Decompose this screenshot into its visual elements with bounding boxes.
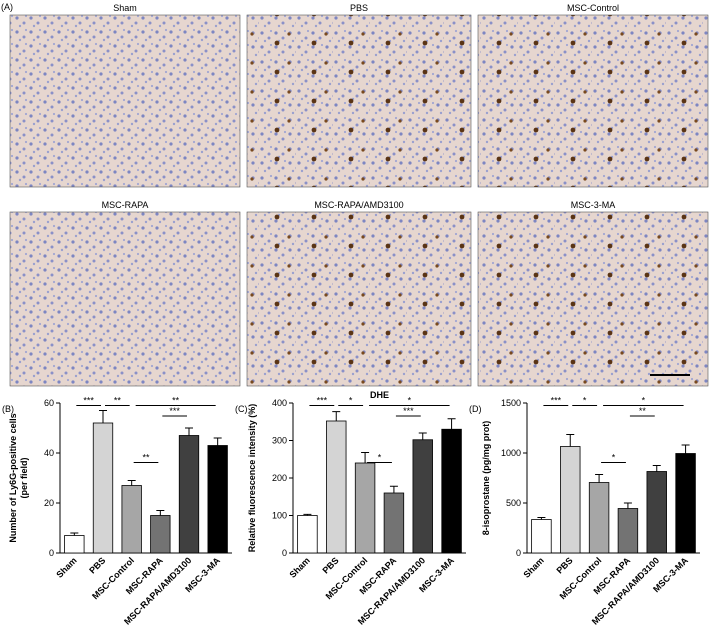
error-bar	[185, 427, 193, 436]
significance-label: *	[378, 453, 382, 463]
y-tick-label: 200	[272, 473, 287, 483]
significance-label: *	[408, 396, 412, 406]
bar	[560, 446, 581, 554]
y-tick-label: 1500	[501, 398, 521, 408]
x-tick-label: PBS	[555, 555, 575, 575]
micrograph	[246, 211, 472, 387]
charts: (B)Number of Ly6G-positive cells (per fie…	[2, 390, 700, 627]
significance-label: *	[612, 453, 616, 463]
significance-label: *	[349, 396, 353, 406]
bar	[531, 519, 552, 554]
bar	[383, 492, 405, 554]
y-axis-label: 8-isoprostane (pg/mg prot)	[481, 421, 491, 536]
x-tick-label: Sham	[521, 555, 545, 579]
image-title: MSC-RAPA/AMD3100	[314, 200, 403, 210]
bar	[675, 453, 696, 554]
image-title: PBS	[350, 3, 368, 13]
y-tick-label: 0	[282, 548, 287, 558]
significance-label: **	[142, 453, 150, 463]
error-bar	[127, 480, 136, 486]
significance-label: **	[172, 396, 180, 406]
y-tick-label: 0	[49, 548, 54, 558]
significance-label: ***	[551, 396, 562, 406]
bar	[354, 462, 376, 554]
chart-title: DHE	[370, 390, 389, 400]
significance-label: **	[639, 406, 647, 416]
y-tick-label: 60	[44, 398, 54, 408]
bar	[617, 508, 639, 554]
x-tick-label: PBS	[321, 555, 341, 575]
error-bar	[652, 465, 661, 472]
error-bar	[99, 410, 107, 423]
bar	[297, 515, 318, 554]
micrograph	[9, 14, 241, 188]
bar	[92, 422, 114, 554]
significance-label: ***	[83, 396, 94, 406]
image-title: MSC-Control	[567, 3, 619, 13]
error-bar	[566, 434, 575, 447]
y-tick-label: 1000	[501, 448, 521, 458]
error-bar	[623, 502, 632, 509]
significance-label: *	[583, 396, 587, 406]
error-bar	[361, 452, 370, 463]
panel-label: (C)	[235, 404, 248, 414]
y-tick-label: 500	[506, 498, 521, 508]
error-bar	[595, 474, 604, 483]
image-grid: Sham PBS MSC-Control MSC-RAPA MSC-RAPA/AMD31…	[9, 3, 709, 387]
x-tick-label: Sham	[54, 555, 78, 579]
error-bar	[332, 411, 341, 421]
bar	[646, 471, 667, 554]
error-bar	[447, 418, 456, 430]
y-tick-label: 20	[44, 498, 54, 508]
bar	[64, 535, 85, 554]
significance-label: **	[114, 396, 122, 406]
bar	[326, 420, 347, 554]
panel-label: (D)	[469, 404, 482, 414]
significance-label: *	[642, 396, 646, 406]
error-bar	[537, 517, 546, 520]
bar	[588, 482, 610, 554]
bar	[207, 445, 228, 554]
y-tick-label: 100	[272, 511, 287, 521]
x-tick-label: PBS	[87, 555, 107, 575]
image-title: MSC-RAPA	[102, 200, 149, 210]
error-bar	[213, 437, 222, 446]
y-tick-label: 300	[272, 436, 287, 446]
error-bar	[156, 510, 165, 516]
micrograph	[9, 211, 241, 387]
y-axis-label: (per field)	[19, 457, 29, 498]
y-axis-label: Number of Ly6G-positive cells	[8, 413, 18, 542]
micrograph	[477, 211, 709, 387]
bar	[121, 485, 142, 554]
panel-label: (A)	[1, 2, 13, 12]
micrograph	[477, 14, 709, 188]
error-bar	[681, 444, 690, 454]
y-tick-label: 0	[516, 548, 521, 558]
error-bar	[418, 432, 427, 440]
bar	[178, 435, 200, 554]
y-axis-label: Relative fluorescence intensity (%)	[247, 404, 257, 553]
error-bar	[303, 513, 312, 516]
significance-label: ***	[317, 396, 328, 406]
x-tick-label: Sham	[287, 555, 311, 579]
bar	[412, 439, 433, 554]
significance-label: ***	[169, 406, 180, 416]
bar	[150, 515, 171, 554]
image-title: Sham	[113, 3, 137, 13]
error-bar	[70, 532, 79, 536]
error-bar	[389, 485, 398, 493]
panel-label: (B)	[2, 404, 14, 414]
y-tick-label: 400	[272, 398, 287, 408]
micrograph	[246, 14, 472, 188]
y-tick-label: 40	[44, 448, 54, 458]
significance-label: ***	[403, 406, 414, 416]
bar	[441, 428, 462, 554]
image-title: MSC-3-MA	[571, 200, 616, 210]
